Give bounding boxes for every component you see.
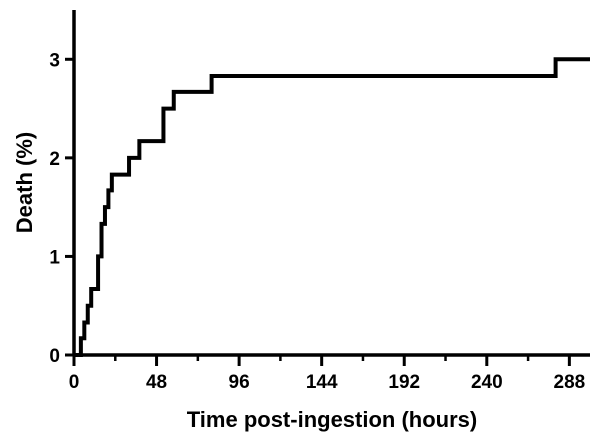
y-tick-label: 0 bbox=[49, 346, 60, 367]
x-axis-ticks: 0 48 96 144 192 240 288 bbox=[69, 355, 586, 393]
y-tick-label: 1 bbox=[49, 247, 60, 268]
x-tick-label: 288 bbox=[554, 372, 586, 393]
y-tick-label: 3 bbox=[49, 50, 60, 71]
y-tick-label: 2 bbox=[49, 149, 60, 170]
y-axis-title: Death (%) bbox=[12, 132, 37, 233]
x-tick-label: 192 bbox=[388, 372, 420, 393]
x-tick-label: 0 bbox=[69, 372, 80, 393]
x-axis-title: Time post-ingestion (hours) bbox=[187, 407, 477, 432]
y-axis-ticks: 0 1 2 3 bbox=[49, 50, 74, 367]
x-tick-label: 144 bbox=[306, 372, 338, 393]
plot-area bbox=[74, 57, 590, 357]
series-line bbox=[74, 57, 590, 357]
x-tick-label: 240 bbox=[471, 372, 503, 393]
x-tick-label: 96 bbox=[229, 372, 250, 393]
x-tick-label: 48 bbox=[146, 372, 167, 393]
